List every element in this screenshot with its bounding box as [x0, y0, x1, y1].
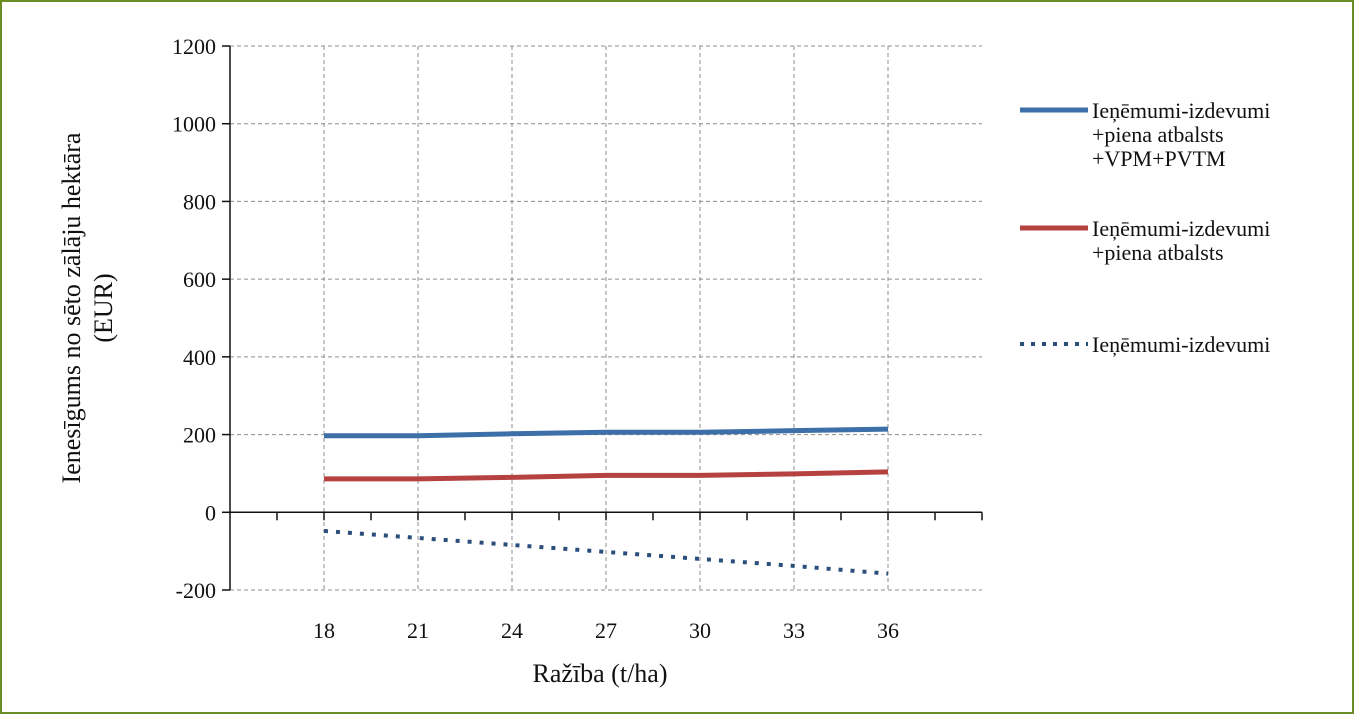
x-axis-title: Ražība (t/ha)	[533, 659, 668, 688]
legend-label: Ieņēmumi-izdevumi	[1092, 98, 1270, 123]
series-line-2	[323, 528, 889, 576]
x-tick-label: 30	[689, 618, 711, 643]
y-tick-label: 1200	[172, 34, 216, 59]
x-tick-label: 36	[877, 618, 899, 643]
y-tick-label: 400	[183, 345, 216, 370]
y-tick-label: 1000	[172, 112, 216, 137]
legend: Ieņēmumi-izdevumi+piena atbalsts+VPM+PVT…	[1020, 98, 1270, 357]
y-axis-title-line: Ienesīgums no sēto zālāju hektāra	[57, 132, 86, 483]
grid-lines	[230, 45, 982, 591]
y-tick-label: 600	[183, 267, 216, 292]
y-axis-title: Ienesīgums no sēto zālāju hektāra (EUR)	[57, 132, 118, 483]
y-tick-label: 800	[183, 189, 216, 214]
x-tick-label: 24	[501, 618, 523, 643]
x-tick-labels: 18 21 24 27 30 33 36	[313, 618, 899, 643]
series-line-0	[324, 426, 889, 439]
series-line-1	[324, 469, 889, 482]
x-tick-label: 33	[783, 618, 805, 643]
x-tick-label: 21	[407, 618, 429, 643]
y-tick-label: 0	[205, 500, 216, 525]
legend-label: Ieņēmumi-izdevumi	[1092, 332, 1270, 357]
legend-label: Ieņēmumi-izdevumi	[1092, 216, 1270, 241]
x-tick-label: 27	[595, 618, 617, 643]
y-tick-label: -200	[176, 578, 216, 603]
x-tick-label: 18	[313, 618, 335, 643]
series-lines	[323, 426, 889, 576]
legend-label: +piena atbalsts	[1092, 240, 1224, 265]
legend-label: +piena atbalsts	[1092, 122, 1224, 147]
axes	[222, 45, 983, 591]
y-tick-labels: -200 0 200 400 600 800 1000 1200	[172, 34, 216, 603]
y-axis-title-line: (EUR)	[89, 273, 118, 342]
y-tick-label: 200	[183, 423, 216, 448]
legend-label: +VPM+PVTM	[1092, 146, 1226, 171]
